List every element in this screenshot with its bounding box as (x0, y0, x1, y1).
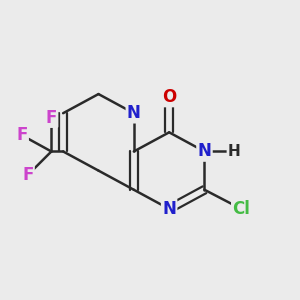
Text: N: N (127, 104, 141, 122)
Text: O: O (162, 88, 176, 106)
Text: Cl: Cl (232, 200, 250, 218)
Text: N: N (162, 200, 176, 218)
Text: F: F (46, 109, 57, 127)
Text: F: F (16, 126, 28, 144)
Text: H: H (227, 144, 240, 159)
Text: F: F (22, 166, 34, 184)
Text: N: N (197, 142, 212, 160)
